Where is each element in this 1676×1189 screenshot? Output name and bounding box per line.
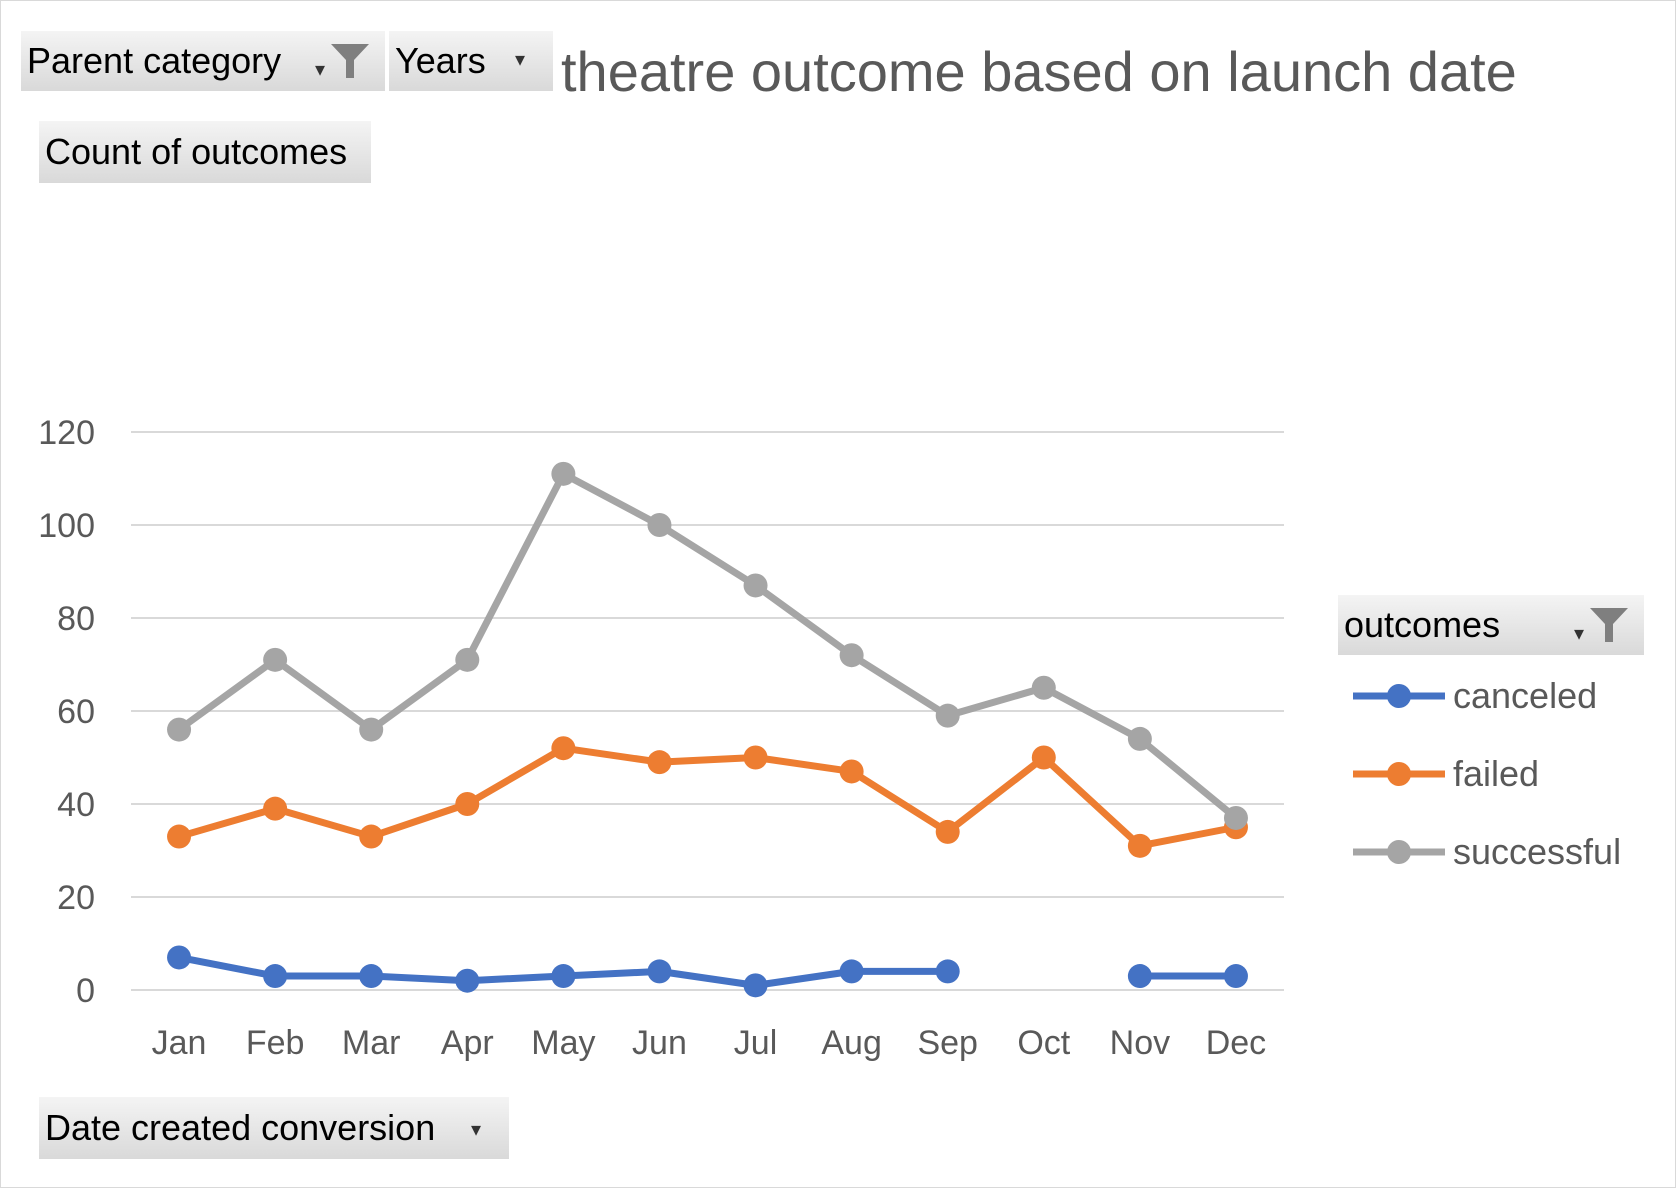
values-field-button[interactable]: Count of outcomes <box>39 121 371 183</box>
x-tick-label: Jan <box>152 1024 207 1062</box>
legend-marker <box>1387 840 1411 864</box>
data-point[interactable] <box>1223 964 1248 989</box>
data-point[interactable] <box>647 750 672 775</box>
data-point[interactable] <box>455 647 480 672</box>
legend-item-failed[interactable]: failed <box>1353 753 1539 794</box>
legend-marker <box>1387 684 1411 708</box>
y-tick-label: 0 <box>76 972 95 1010</box>
x-tick-label: Mar <box>342 1024 401 1062</box>
values-field-label: Count of outcomes <box>45 131 348 172</box>
x-tick-label: Apr <box>441 1024 494 1062</box>
data-point[interactable] <box>167 824 192 849</box>
series-failed <box>167 736 1248 858</box>
data-point[interactable] <box>935 703 960 728</box>
legend-field-label: outcomes <box>1344 604 1501 645</box>
data-point[interactable] <box>263 964 288 989</box>
filter-funnel-icon <box>331 44 369 78</box>
data-point[interactable] <box>839 959 864 984</box>
years-label: Years <box>395 40 486 81</box>
y-tick-label: 60 <box>57 693 95 731</box>
filter-funnel-icon <box>1590 608 1628 642</box>
data-point[interactable] <box>1223 805 1248 830</box>
data-point[interactable] <box>647 513 672 537</box>
y-tick-label: 120 <box>38 414 95 452</box>
x-tick-label: Nov <box>1110 1024 1170 1062</box>
data-point[interactable] <box>1127 833 1152 858</box>
data-point[interactable] <box>743 573 768 598</box>
series-canceled <box>167 945 1248 998</box>
years-filter-button[interactable]: Years ▾ <box>389 31 553 91</box>
dropdown-arrow-icon: ▾ <box>315 59 326 81</box>
parent-category-label: Parent category <box>27 40 282 81</box>
axis-field-button[interactable]: Date created conversion ▾ <box>39 1097 509 1159</box>
chart-title: theatre outcome based on launch date <box>561 40 1517 103</box>
x-tick-label: Feb <box>246 1024 305 1062</box>
legend-marker <box>1387 762 1411 786</box>
data-point[interactable] <box>743 973 768 998</box>
y-tick-label: 20 <box>57 879 95 917</box>
data-point[interactable] <box>1127 726 1152 751</box>
data-point[interactable] <box>551 461 576 486</box>
dropdown-arrow-icon: ▾ <box>471 1119 482 1141</box>
dropdown-arrow-icon: ▾ <box>1574 623 1585 645</box>
y-tick-label: 100 <box>38 507 95 545</box>
data-point[interactable] <box>839 759 864 784</box>
x-tick-label: Sep <box>917 1024 978 1062</box>
data-point[interactable] <box>455 792 480 816</box>
legend-item-canceled[interactable]: canceled <box>1353 675 1597 716</box>
legend-label: canceled <box>1453 675 1597 716</box>
x-tick-label: Dec <box>1206 1024 1266 1062</box>
axis-field-label: Date created conversion <box>45 1107 436 1148</box>
data-point[interactable] <box>743 745 768 770</box>
data-point[interactable] <box>167 945 192 970</box>
legend-label: successful <box>1453 831 1621 872</box>
data-point[interactable] <box>263 647 288 672</box>
data-point[interactable] <box>263 796 288 821</box>
x-tick-label: May <box>531 1024 595 1062</box>
series-successful <box>167 461 1248 830</box>
legend-item-successful[interactable]: successful <box>1353 831 1621 872</box>
data-point[interactable] <box>359 824 384 849</box>
data-point[interactable] <box>359 717 384 742</box>
dropdown-arrow-icon: ▾ <box>515 49 526 71</box>
data-point[interactable] <box>839 643 864 668</box>
series-line <box>175 744 1240 850</box>
parent-category-filter-button[interactable]: Parent category ▾ <box>21 31 385 91</box>
y-tick-label: 80 <box>57 600 95 638</box>
data-point[interactable] <box>1031 675 1056 700</box>
data-point[interactable] <box>167 717 192 742</box>
x-tick-label: Aug <box>821 1024 882 1062</box>
data-point[interactable] <box>551 964 576 989</box>
data-point[interactable] <box>551 736 576 761</box>
legend-label: failed <box>1453 753 1539 794</box>
data-point[interactable] <box>359 964 384 989</box>
x-tick-label: Jul <box>734 1024 777 1062</box>
data-point[interactable] <box>1031 745 1056 770</box>
data-point[interactable] <box>647 959 672 984</box>
data-point[interactable] <box>935 959 960 984</box>
y-tick-label: 40 <box>57 786 95 824</box>
x-tick-label: Oct <box>1017 1024 1070 1062</box>
legend-field-button[interactable]: outcomes ▾ <box>1338 595 1644 655</box>
data-point[interactable] <box>935 819 960 844</box>
data-point[interactable] <box>1127 964 1152 989</box>
series-line <box>175 470 1240 822</box>
data-point[interactable] <box>455 968 480 993</box>
x-tick-label: Jun <box>632 1024 687 1062</box>
